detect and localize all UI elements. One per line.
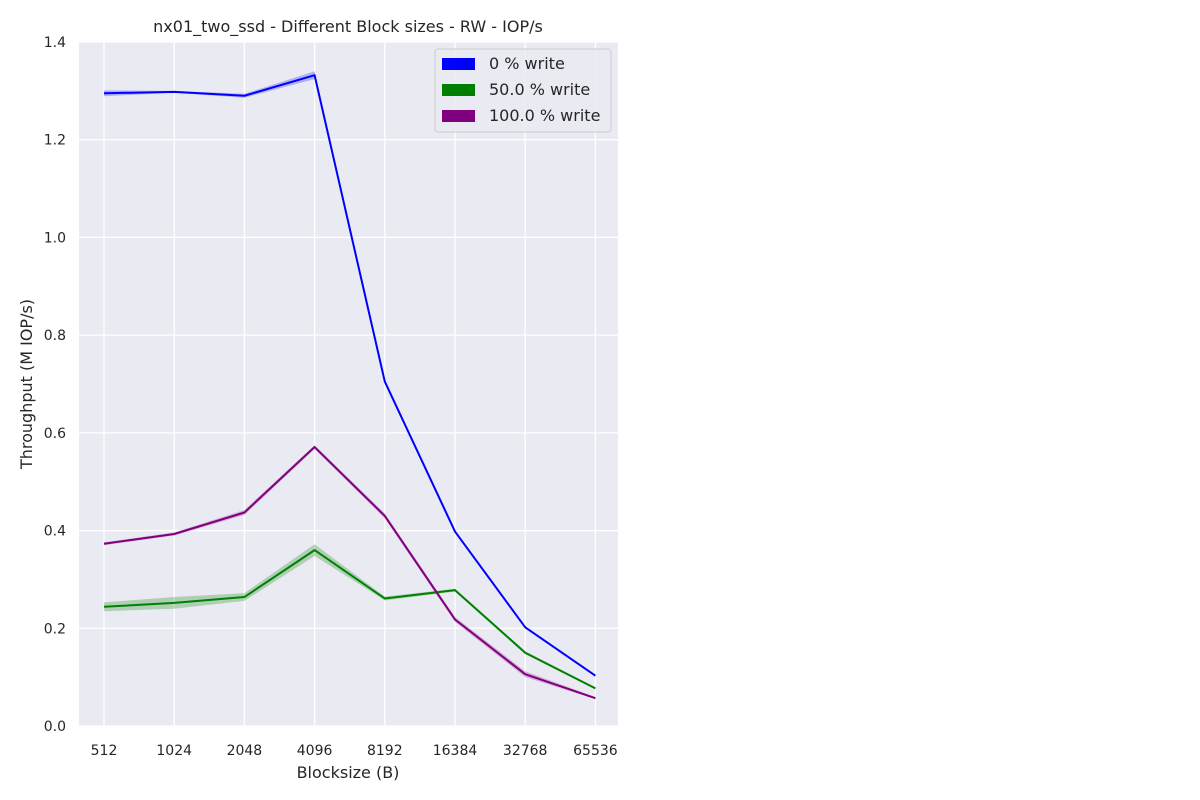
series-line-0 bbox=[103, 74, 596, 677]
plot-area bbox=[79, 42, 618, 726]
x-axis-label: Blocksize (B) bbox=[297, 763, 400, 782]
y-tick-label: 1.4 bbox=[44, 35, 66, 51]
legend-swatch bbox=[442, 84, 475, 96]
x-tick-labels: 512 1024 2048 4096 8192 16384 32768 65536 bbox=[91, 743, 618, 759]
legend-swatch bbox=[442, 58, 475, 70]
y-tick-label: 0.4 bbox=[44, 524, 66, 540]
x-tick-label: 4096 bbox=[297, 743, 333, 759]
legend-entry: 50.0 % write bbox=[489, 80, 590, 99]
series-lines bbox=[103, 74, 596, 700]
x-tick-label: 16384 bbox=[433, 743, 478, 759]
series-line-2 bbox=[103, 446, 596, 700]
series-line-1 bbox=[103, 549, 596, 690]
legend-box bbox=[434, 48, 612, 133]
legend-entry: 100.0 % write bbox=[489, 106, 600, 125]
legend-swatch bbox=[442, 110, 475, 122]
y-tick-label: 0.6 bbox=[44, 426, 66, 442]
y-tick-label: 1.2 bbox=[44, 133, 66, 149]
y-tick-label: 0.8 bbox=[44, 328, 66, 344]
x-tick-label: 65536 bbox=[573, 743, 618, 759]
y-tick-label: 1.0 bbox=[44, 230, 66, 246]
x-tick-label: 32768 bbox=[503, 743, 548, 759]
y-tick-label: 0.2 bbox=[44, 621, 66, 637]
legend: 0 % write 50.0 % write 100.0 % write bbox=[434, 48, 612, 133]
x-tick-label: 2048 bbox=[227, 743, 263, 759]
y-tick-labels: 0.0 0.2 0.4 0.6 0.8 1.0 1.2 1.4 bbox=[44, 35, 66, 735]
legend-entry: 0 % write bbox=[489, 54, 565, 73]
series-band-2 bbox=[104, 445, 596, 700]
grid-lines bbox=[79, 41, 618, 727]
chart-title: nx01_two_ssd - Different Block sizes - R… bbox=[153, 17, 543, 37]
x-tick-label: 512 bbox=[91, 743, 118, 759]
x-tick-label: 1024 bbox=[156, 743, 192, 759]
y-tick-label: 0.0 bbox=[44, 719, 66, 735]
x-tick-label: 8192 bbox=[367, 743, 403, 759]
y-axis-label: Throughput (M IOP/s) bbox=[17, 299, 36, 470]
